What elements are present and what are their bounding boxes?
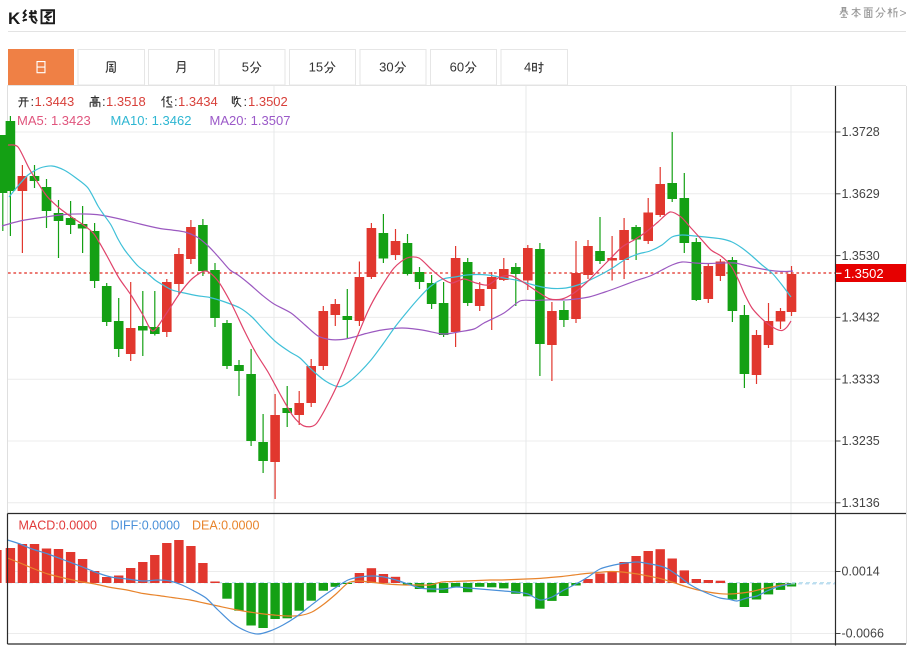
svg-text::: : [31,94,35,109]
svg-text:1.3443: 1.3443 [35,94,75,109]
svg-text:0.0014: 0.0014 [842,565,880,579]
svg-text:5: 5 [242,60,249,75]
svg-text:30: 30 [379,60,393,75]
svg-text:1.3136: 1.3136 [842,496,880,510]
svg-text:1.3502: 1.3502 [844,266,884,281]
svg-text:-0.0066: -0.0066 [842,627,884,641]
svg-text:1.3235: 1.3235 [842,434,880,448]
svg-text::: : [102,94,106,109]
svg-text:MACD:0.0000: MACD:0.0000 [19,519,98,533]
svg-text:DEA:0.0000: DEA:0.0000 [192,519,259,533]
svg-text:1.3629: 1.3629 [842,187,880,201]
svg-text::: : [174,94,178,109]
svg-text:1.3728: 1.3728 [842,125,880,139]
svg-text:1.3502: 1.3502 [248,94,288,109]
svg-text:MA10: 1.3462: MA10: 1.3462 [111,113,192,128]
svg-text:DIFF:0.0000: DIFF:0.0000 [111,519,181,533]
svg-text:MA20: 1.3507: MA20: 1.3507 [210,113,291,128]
svg-text:4: 4 [524,60,531,75]
svg-text:60: 60 [450,60,464,75]
svg-text:1.3432: 1.3432 [842,311,880,325]
svg-text:1.3434: 1.3434 [178,94,218,109]
svg-text:1.3530: 1.3530 [842,249,880,263]
svg-text:15: 15 [309,60,323,75]
svg-text::: : [244,94,248,109]
svg-text:K: K [8,9,21,28]
svg-text:1.3333: 1.3333 [842,372,880,386]
svg-text:MA5: 1.3423: MA5: 1.3423 [17,113,91,128]
svg-text:>: > [900,6,907,20]
svg-text:1.3518: 1.3518 [106,94,146,109]
